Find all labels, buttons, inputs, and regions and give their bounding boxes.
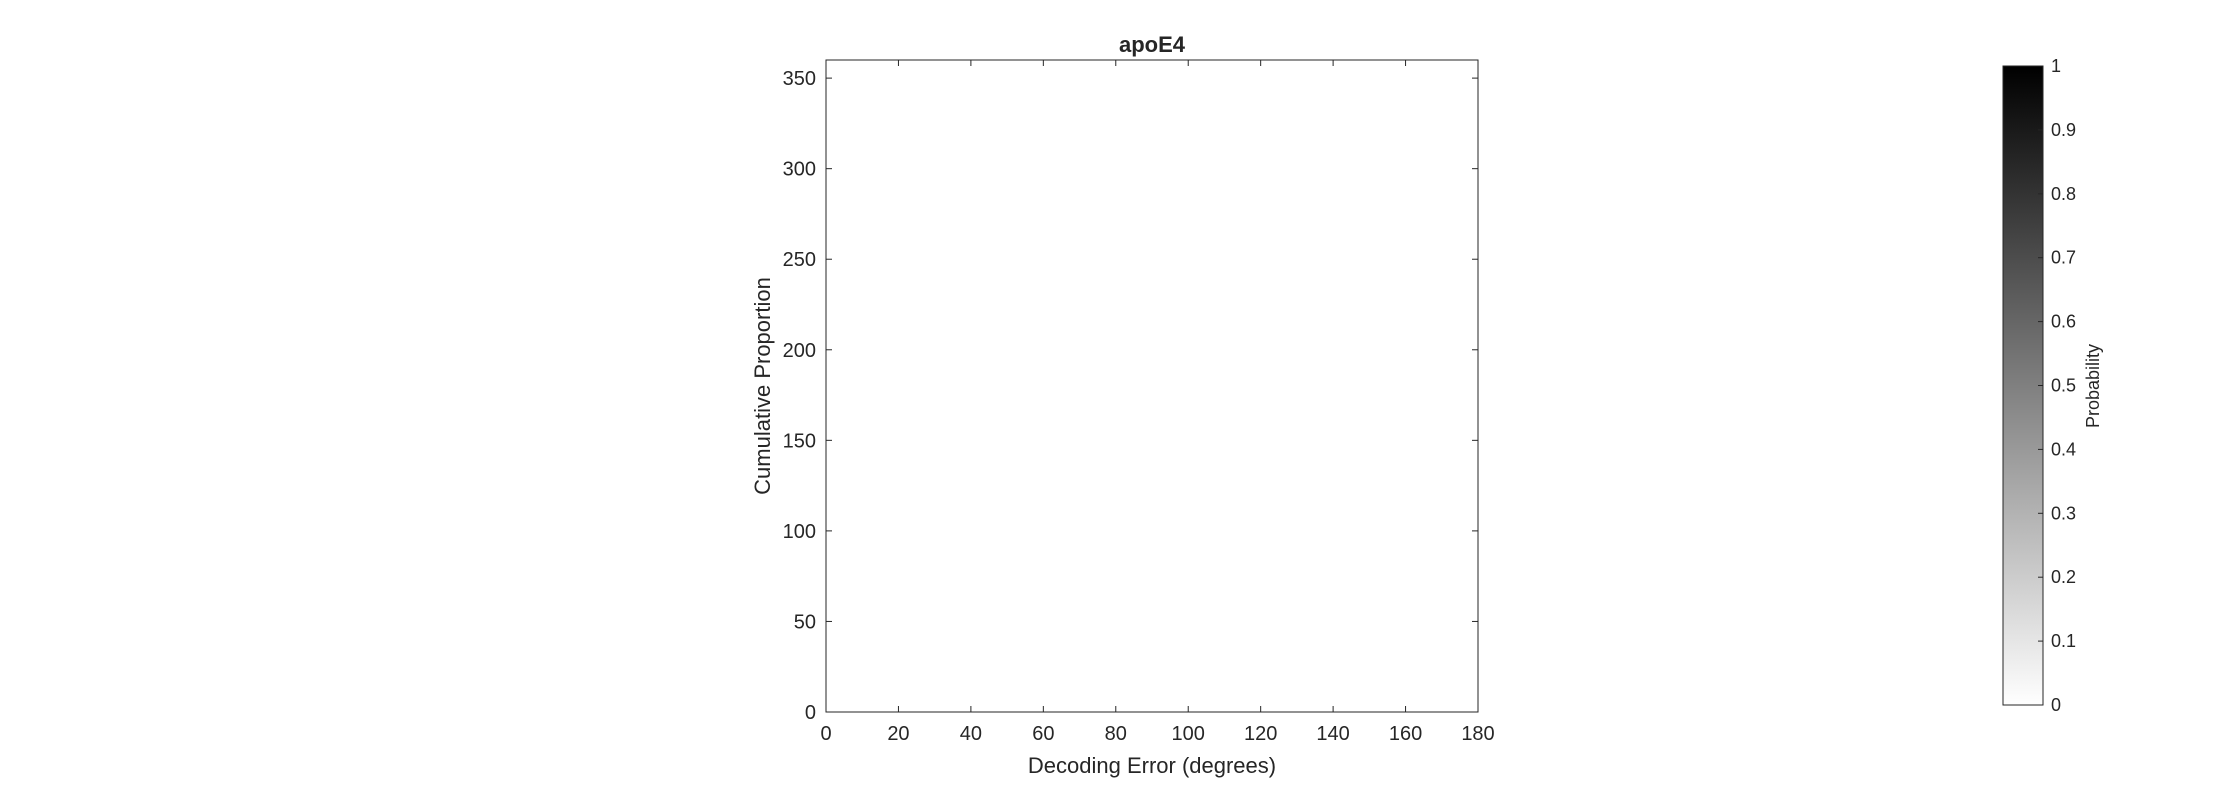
x-tick-label: 20	[887, 723, 909, 745]
colorbar: 0 0.1 0.2 0.3 0.4 0.5 0.6 0.7 0.8 0.9 1 Probabilit…	[2002, 56, 2103, 715]
y-tick-label: 150	[783, 430, 816, 452]
y-axis-label: Cumulative Proportion	[750, 277, 775, 495]
y-tick-label: 0	[805, 702, 816, 724]
y-tick-label: 200	[783, 340, 816, 362]
x-tick-label: 0	[820, 723, 831, 745]
colorbar-tick-label: 0.9	[2051, 120, 2076, 140]
colorbar-tick-label: 0.1	[2051, 631, 2076, 651]
y-tick-label: 100	[783, 521, 816, 543]
colorbar-tick-label: 0.3	[2051, 503, 2076, 523]
colorbar-tick-label: 1	[2051, 56, 2061, 76]
plot-area	[826, 60, 1478, 712]
colorbar-tick-label: 0	[2051, 695, 2061, 715]
x-tick-label: 80	[1105, 723, 1127, 745]
x-tick-label: 40	[960, 723, 982, 745]
chart-title: apoE4	[1119, 32, 1186, 57]
colorbar-ticks: 0 0.1 0.2 0.3 0.4 0.5 0.6 0.7 0.8 0.9 1	[2038, 56, 2076, 715]
colorbar-tick-label: 0.7	[2051, 248, 2076, 268]
y-tick-label: 250	[783, 249, 816, 271]
x-tick-label: 100	[1172, 723, 1205, 745]
x-tick-label: 180	[1461, 723, 1494, 745]
y-tick-label: 300	[783, 159, 816, 181]
y-tick-label: 350	[783, 68, 816, 90]
colorbar-gradient	[2002, 65, 2044, 706]
colorbar-label: Probability	[2083, 344, 2103, 428]
colorbar-tick-label: 0.5	[2051, 376, 2076, 396]
colorbar-tick-label: 0.8	[2051, 184, 2076, 204]
y-ticks: 0 50 100 150 200 250 300 350	[783, 68, 1478, 724]
x-axis-label: Decoding Error (degrees)	[1028, 753, 1276, 778]
colorbar-tick-label: 0.2	[2051, 567, 2076, 587]
colorbar-tick-label: 0.4	[2051, 439, 2076, 459]
x-ticks: 0 20 40 60 80 100 120 140 160 180	[820, 60, 1495, 745]
x-tick-label: 60	[1032, 723, 1054, 745]
heatmap-axes: 0 20 40 60 80 100 120 140 160 180 0 50 100 150 200 250…	[750, 32, 1495, 778]
colorbar-tick-label: 0.6	[2051, 312, 2076, 332]
x-tick-label: 160	[1389, 723, 1422, 745]
x-tick-label: 140	[1316, 723, 1349, 745]
axes-box	[825, 59, 1479, 713]
y-tick-label: 50	[794, 611, 816, 633]
x-tick-label: 120	[1244, 723, 1277, 745]
